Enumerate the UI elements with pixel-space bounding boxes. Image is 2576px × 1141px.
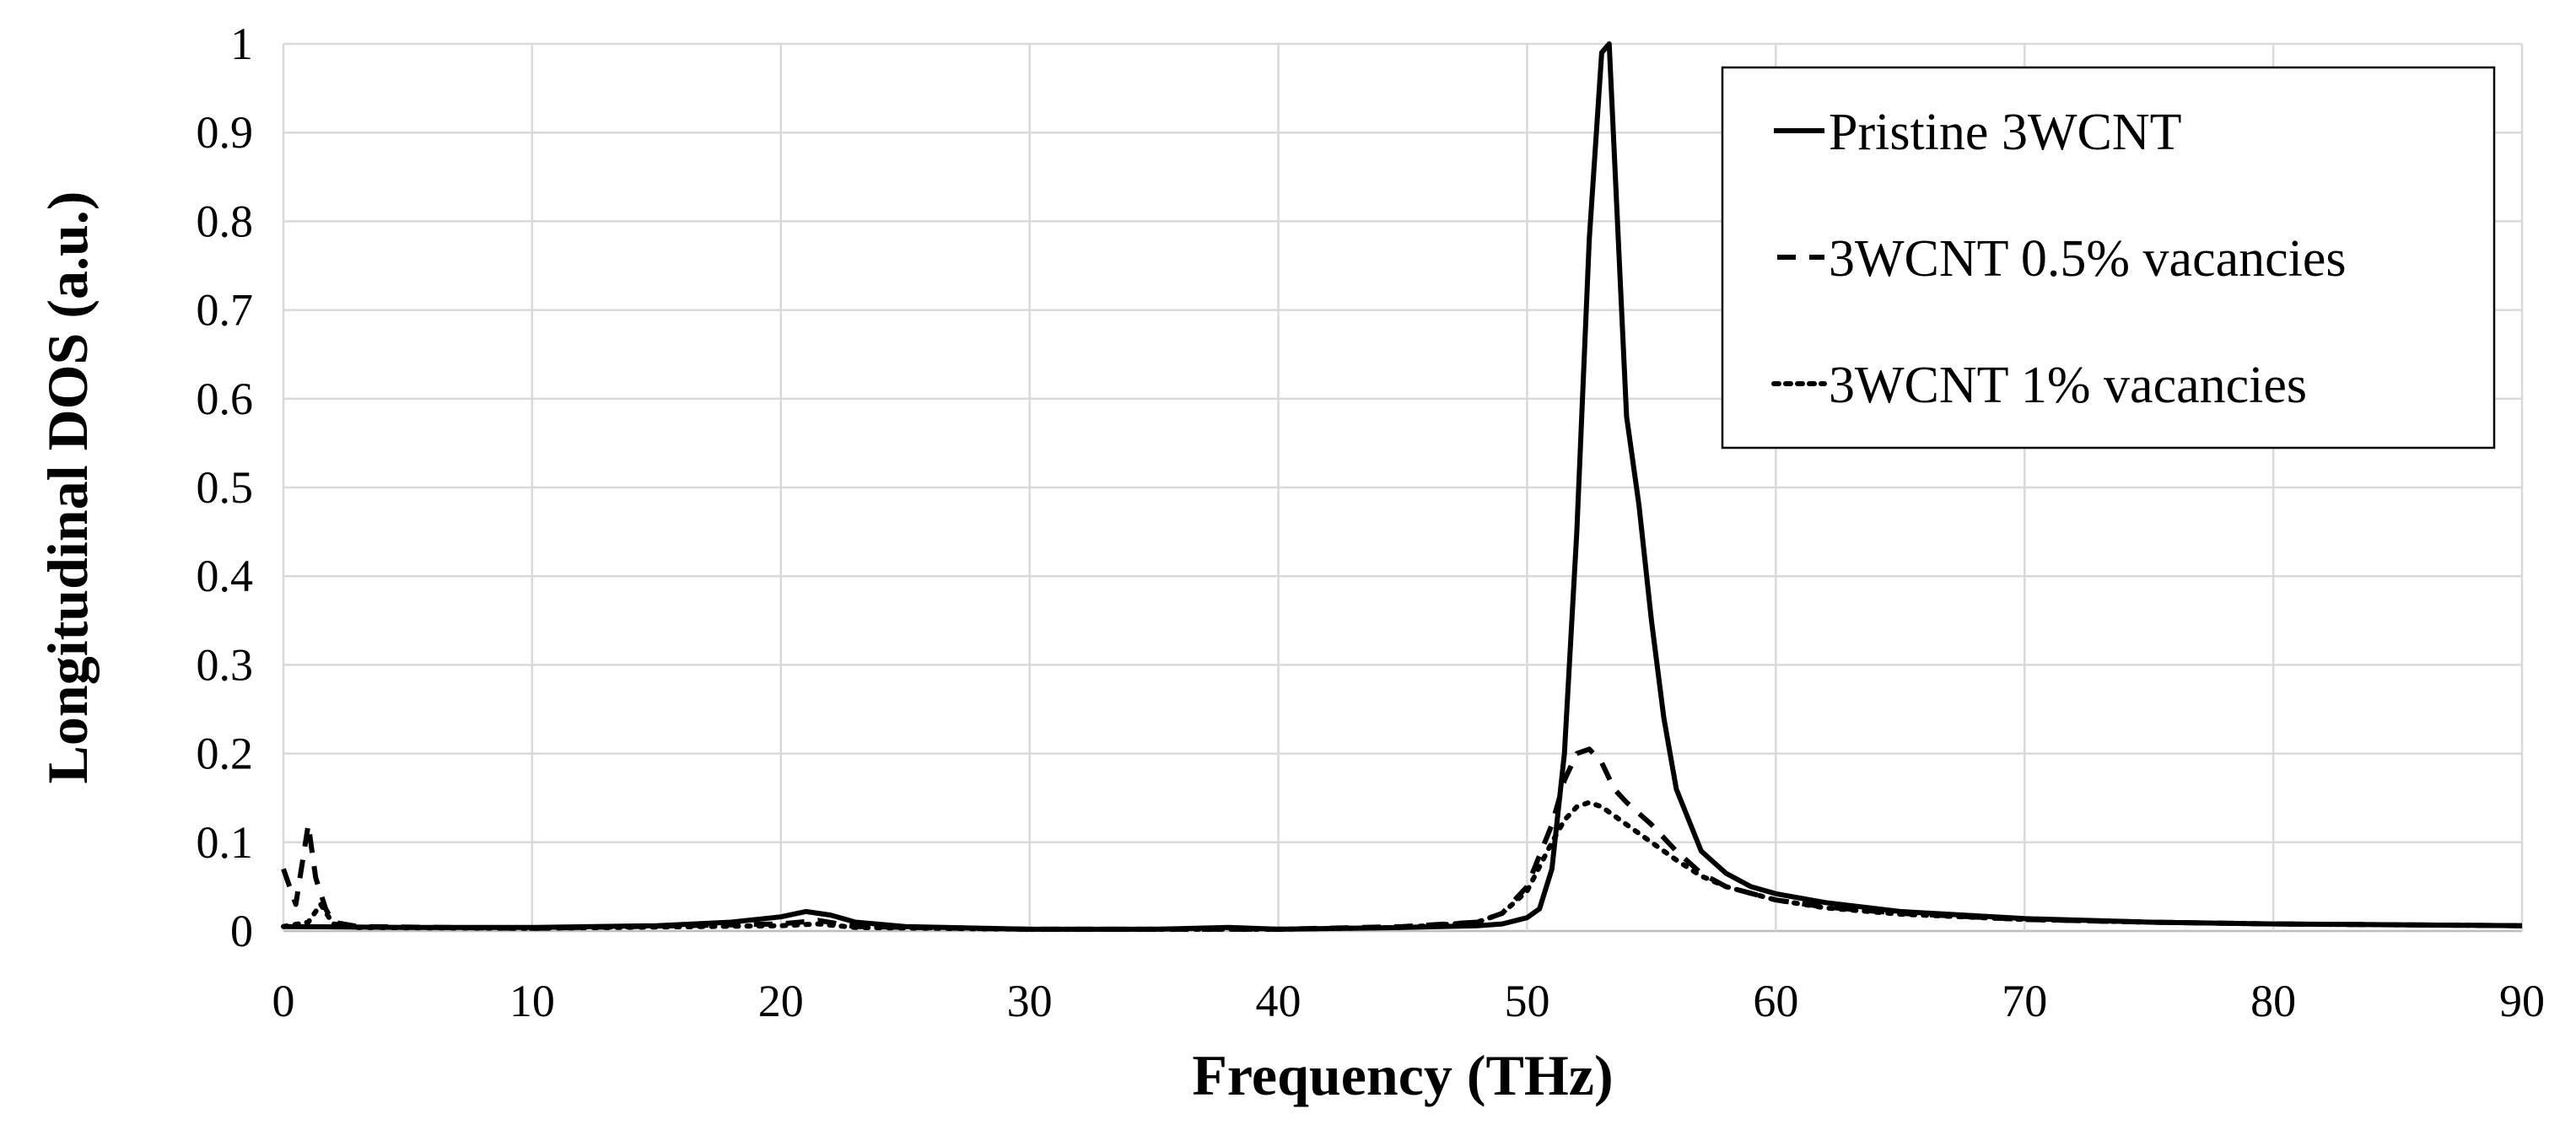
y-axis-title: Longitudinal DOS (a.u.) xyxy=(35,191,100,784)
y-tick-label: 0.3 xyxy=(197,639,254,690)
y-tick-label: 0 xyxy=(230,906,253,956)
y-tick-label: 0.9 xyxy=(197,107,254,158)
y-tick-label: 0.2 xyxy=(197,729,254,779)
y-tick-label: 0.4 xyxy=(197,551,254,601)
x-tick-label: 80 xyxy=(2250,976,2296,1026)
y-tick-label: 0.7 xyxy=(197,285,254,336)
y-tick-label: 0.6 xyxy=(197,374,254,424)
legend-label-vacancies-0-5: 3WCNT 0.5% vacancies xyxy=(1829,230,2347,288)
x-tick-label: 20 xyxy=(758,976,804,1026)
x-tick-label: 30 xyxy=(1007,976,1053,1026)
series-line-0 xyxy=(283,41,2523,932)
y-tick-labels: 0 0.1 0.2 0.3 0.4 0.5 0.6 0.7 0.8 0.9 1 xyxy=(197,19,254,956)
x-tick-label: 10 xyxy=(509,976,555,1026)
y-tick-label: 0.8 xyxy=(197,196,254,246)
legend-label-vacancies-1: 3WCNT 1% vacancies xyxy=(1829,357,2307,414)
x-tick-label: 90 xyxy=(2499,976,2545,1026)
x-tick-labels: 0 10 20 30 40 50 60 70 80 90 xyxy=(272,976,2546,1026)
x-tick-label: 0 xyxy=(272,976,295,1026)
legend: Pristine 3WCNT 3WCNT 0.5% vacancies 3WCN… xyxy=(1721,66,2496,449)
y-tick-label: 0.5 xyxy=(197,462,254,513)
x-tick-label: 60 xyxy=(1753,976,1798,1026)
x-tick-label: 50 xyxy=(1504,976,1549,1026)
series-lines xyxy=(281,41,2525,932)
x-axis-title: Frequency (THz) xyxy=(1192,1043,1613,1107)
x-tick-label: 70 xyxy=(2002,976,2047,1026)
y-tick-label: 0.1 xyxy=(197,817,254,868)
legend-box xyxy=(1721,66,2496,449)
y-tick-label: 1 xyxy=(230,19,253,69)
legend-label-pristine: Pristine 3WCNT xyxy=(1829,104,2181,161)
x-tick-label: 40 xyxy=(1256,976,1301,1026)
